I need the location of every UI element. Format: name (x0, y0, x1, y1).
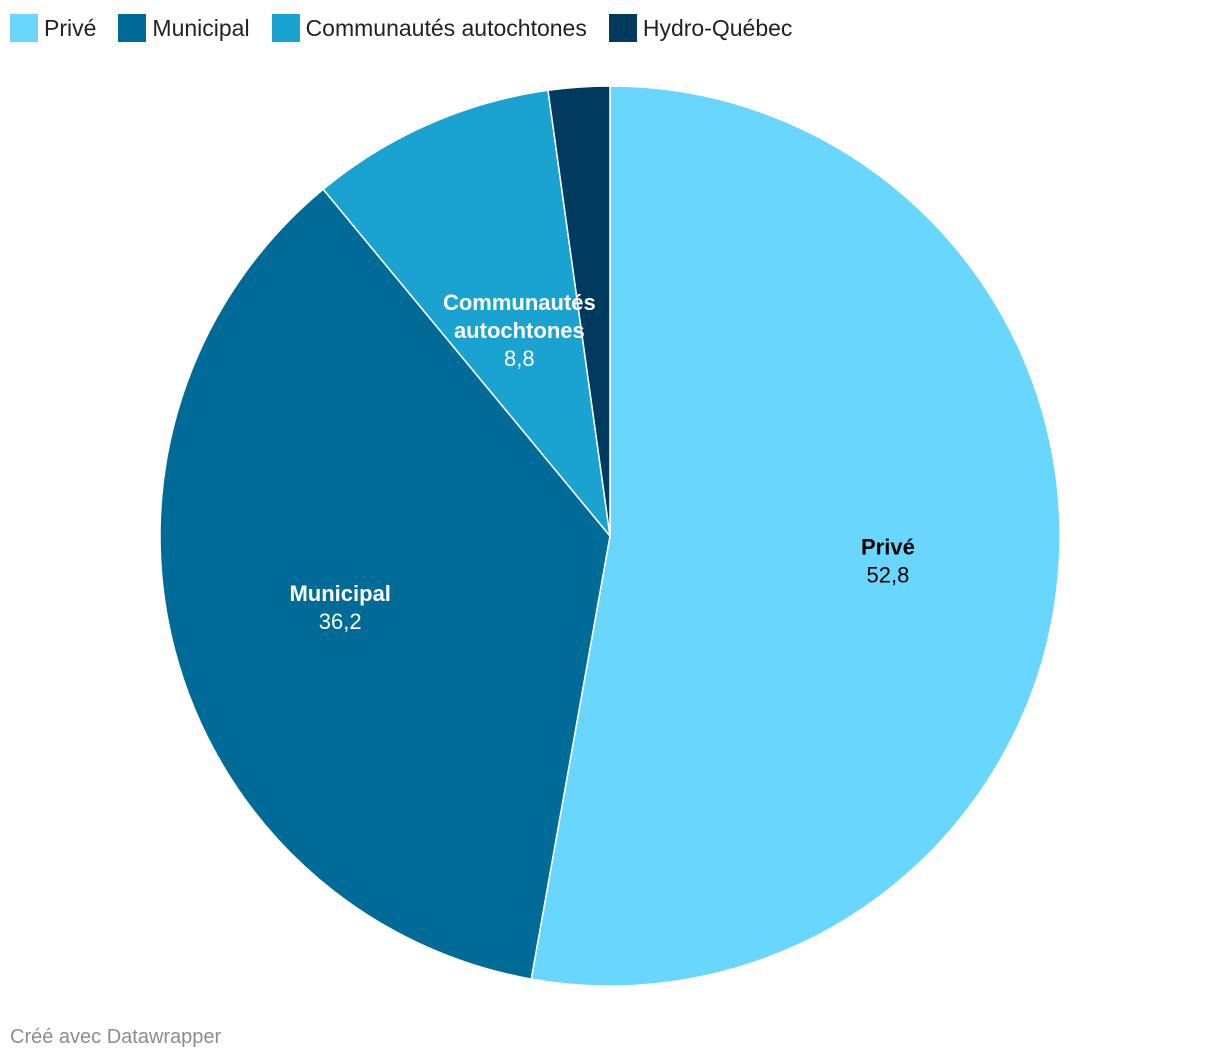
slice-label-value-municipal: 36,2 (319, 609, 362, 634)
pie-slices (159, 85, 1061, 987)
legend-item-prive: Privé (10, 14, 96, 42)
legend-label-communautes-autochtones: Communautés autochtones (305, 14, 587, 41)
credit-footer: Créé avec Datawrapper (10, 1026, 222, 1048)
legend-item-municipal: Municipal (118, 14, 250, 42)
legend-swatch-municipal (118, 14, 147, 42)
legend-item-communautes-autochtones: Communautés autochtones (271, 14, 587, 42)
slice-label-name-prive: Privé (861, 535, 915, 560)
pie-slice-hydro-quebec (547, 85, 611, 537)
slice-label-value-communautes-autochtones: 8,8 (504, 346, 535, 371)
slice-label-name-communautes-autochtones-2: autochtones (454, 318, 585, 343)
slice-label-name-municipal: Municipal (289, 581, 390, 606)
legend-swatch-communautes-autochtones (271, 14, 300, 42)
legend-label-hydro-quebec: Hydro-Québec (642, 14, 793, 41)
slice-label-value-prive: 52,8 (867, 563, 910, 588)
legend-swatch-hydro-quebec (608, 14, 637, 42)
pie-slice-municipal (159, 188, 611, 980)
legend-item-hydro-quebec: Hydro-Québec (608, 14, 793, 42)
legend-swatch-prive (10, 14, 38, 42)
legend-label-prive: Privé (44, 14, 97, 41)
slice-label-name-communautes-autochtones-1: Communautés (443, 290, 596, 315)
legend-label-municipal: Municipal (152, 14, 250, 41)
pie-slice-communautes-autochtones (322, 89, 612, 539)
pie-labels: Privé 52,8 Municipal 36,2 Communautés autocht… (289, 290, 914, 634)
pie-slice-prive (530, 85, 1061, 987)
legend: Privé Municipal Communautés autochtones … (10, 12, 814, 44)
